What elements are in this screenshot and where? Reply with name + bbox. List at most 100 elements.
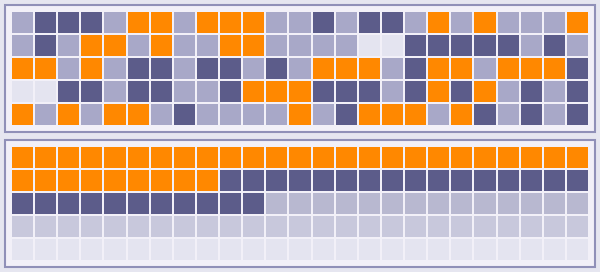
Bar xyxy=(266,193,287,214)
Bar xyxy=(521,81,542,102)
Bar xyxy=(497,12,518,33)
Bar xyxy=(220,193,241,214)
Bar xyxy=(174,147,195,168)
Bar xyxy=(82,170,103,191)
Bar xyxy=(266,216,287,237)
Bar xyxy=(243,58,265,79)
Bar xyxy=(451,81,472,102)
Bar xyxy=(289,81,311,102)
Bar xyxy=(544,239,565,260)
Bar xyxy=(35,35,56,56)
Bar xyxy=(174,239,195,260)
Bar xyxy=(128,35,149,56)
Bar xyxy=(151,81,172,102)
Bar xyxy=(544,58,565,79)
Bar xyxy=(544,147,565,168)
Bar xyxy=(128,216,149,237)
Bar xyxy=(220,216,241,237)
Bar xyxy=(104,239,125,260)
Bar xyxy=(451,147,472,168)
Bar xyxy=(151,147,172,168)
Bar xyxy=(35,81,56,102)
Bar xyxy=(197,239,218,260)
Bar xyxy=(104,193,125,214)
Bar xyxy=(151,104,172,125)
Bar xyxy=(289,170,311,191)
Bar xyxy=(567,35,588,56)
Bar xyxy=(58,239,79,260)
Bar xyxy=(266,35,287,56)
Bar xyxy=(428,12,449,33)
Bar xyxy=(405,58,426,79)
Bar xyxy=(197,216,218,237)
Bar xyxy=(266,12,287,33)
Bar xyxy=(497,170,518,191)
Bar xyxy=(82,147,103,168)
Bar xyxy=(451,104,472,125)
Bar xyxy=(567,58,588,79)
Bar xyxy=(405,170,426,191)
Bar xyxy=(82,35,103,56)
Bar xyxy=(567,81,588,102)
Bar xyxy=(359,193,380,214)
Bar xyxy=(335,104,357,125)
Bar xyxy=(475,104,496,125)
Bar xyxy=(335,81,357,102)
Bar xyxy=(405,104,426,125)
Bar xyxy=(104,104,125,125)
Bar xyxy=(382,58,403,79)
Bar xyxy=(497,58,518,79)
Bar xyxy=(382,239,403,260)
Bar xyxy=(35,170,56,191)
Bar xyxy=(174,104,195,125)
Bar xyxy=(128,239,149,260)
Bar xyxy=(104,216,125,237)
Bar xyxy=(12,81,33,102)
Bar xyxy=(174,81,195,102)
Bar xyxy=(475,12,496,33)
Bar xyxy=(405,81,426,102)
Bar xyxy=(197,147,218,168)
Bar xyxy=(58,35,79,56)
Bar xyxy=(335,147,357,168)
Bar xyxy=(521,193,542,214)
Bar xyxy=(405,216,426,237)
Bar xyxy=(382,81,403,102)
Bar xyxy=(567,104,588,125)
Bar xyxy=(451,35,472,56)
Bar xyxy=(521,239,542,260)
Bar xyxy=(266,58,287,79)
Bar xyxy=(313,81,334,102)
Bar xyxy=(428,81,449,102)
Bar xyxy=(220,170,241,191)
Bar xyxy=(58,170,79,191)
Bar xyxy=(335,170,357,191)
Bar xyxy=(5,5,595,132)
Bar xyxy=(58,12,79,33)
Bar xyxy=(497,239,518,260)
Bar xyxy=(243,12,265,33)
Bar xyxy=(382,104,403,125)
Bar xyxy=(567,216,588,237)
Bar xyxy=(521,58,542,79)
Bar xyxy=(428,193,449,214)
Bar xyxy=(266,81,287,102)
Bar xyxy=(313,147,334,168)
Bar xyxy=(428,35,449,56)
Bar xyxy=(174,216,195,237)
Bar xyxy=(567,193,588,214)
Bar xyxy=(58,147,79,168)
Bar xyxy=(58,104,79,125)
Bar xyxy=(451,216,472,237)
Bar xyxy=(428,147,449,168)
Bar xyxy=(58,193,79,214)
Bar xyxy=(82,12,103,33)
Bar xyxy=(497,216,518,237)
Bar xyxy=(313,104,334,125)
Bar xyxy=(359,147,380,168)
Bar xyxy=(266,170,287,191)
Bar xyxy=(220,239,241,260)
Bar xyxy=(521,12,542,33)
Bar xyxy=(243,35,265,56)
Bar xyxy=(82,58,103,79)
